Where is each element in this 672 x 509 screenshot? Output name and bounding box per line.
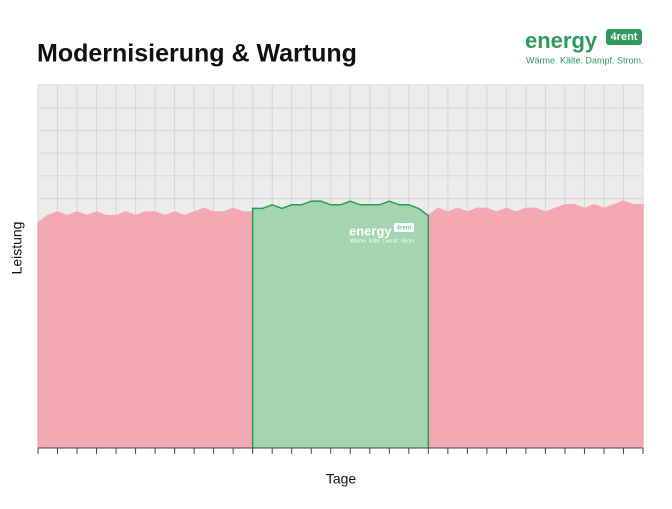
logo: energy 4rent Wärme. Kälte. Dampf. Strom.	[525, 28, 644, 66]
y-axis-label: Leistung	[9, 222, 25, 275]
area	[252, 201, 429, 448]
watermark-badge-bg	[394, 223, 414, 232]
logo-name: energy	[525, 28, 598, 53]
watermark-name: energy	[349, 223, 392, 238]
watermark-tagline: Wärme. Kälte. Dampf. Strom.	[350, 238, 415, 244]
logo-badge-bg	[606, 29, 642, 45]
area-outline	[251, 200, 430, 448]
watermark: energy 4rent Wärme. Kälte. Dampf. Strom.	[349, 223, 415, 244]
areas	[37, 200, 644, 448]
logo-tagline: Wärme. Kälte. Dampf. Strom.	[526, 55, 644, 65]
area-outline	[37, 200, 644, 448]
logo-badge: 4rent	[611, 31, 638, 43]
x-axis-label: Tage	[326, 471, 357, 487]
watermark-badge: 4rent	[397, 226, 412, 232]
area	[38, 201, 643, 448]
x-ticks	[37, 448, 644, 454]
chart-title: Modernisierung & Wartung	[37, 40, 357, 68]
